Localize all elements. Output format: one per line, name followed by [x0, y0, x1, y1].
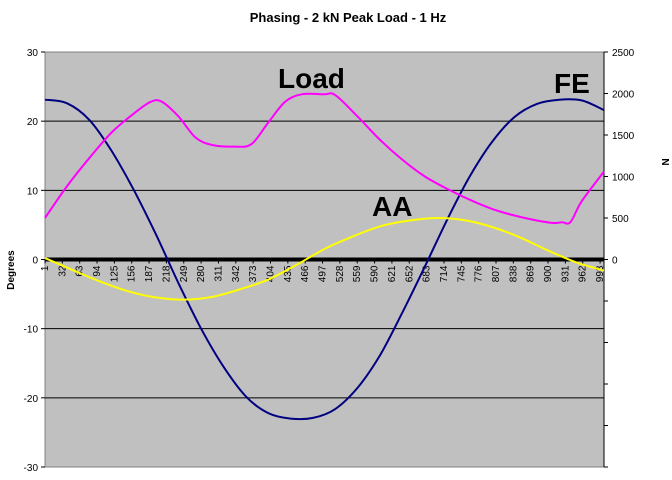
x-tick-label: 435 — [283, 265, 294, 282]
y-tick-label: 0 — [32, 256, 38, 267]
y2-tick-label: 1000 — [612, 173, 635, 184]
annotation-fe: FE — [554, 68, 590, 99]
x-tick-label: 94 — [92, 265, 103, 277]
annotation-aa: AA — [372, 191, 412, 222]
x-tick-label: 187 — [144, 265, 155, 282]
x-tick-label: 156 — [127, 265, 138, 282]
x-tick-label: 714 — [439, 265, 450, 282]
x-tick-label: 621 — [387, 265, 398, 282]
x-tick-label: 993 — [595, 265, 606, 282]
x-tick-label: 590 — [370, 265, 381, 282]
x-tick-label: 249 — [179, 265, 190, 282]
y-tick-label: -10 — [24, 325, 39, 336]
x-tick-label: 63 — [75, 265, 86, 277]
series-line-fe — [44, 98, 605, 421]
x-axis-ticks: 1 32 63 94 125 156 187 218 249 280 311 342 373 404 435… — [40, 259, 606, 282]
x-tick-label: 466 — [300, 265, 311, 282]
x-tick-label: 497 — [318, 265, 329, 282]
series-line-load — [44, 92, 605, 225]
x-tick-label: 373 — [248, 265, 259, 282]
x-tick-label: 218 — [161, 265, 172, 282]
x-tick-label: 900 — [543, 265, 554, 282]
x-tick-label: 342 — [231, 265, 242, 282]
y-axis-title: Degrees — [6, 250, 17, 290]
y-axis-ticks: 30 20 10 0 -10 -20 -30 — [24, 48, 45, 474]
y2-axis-ticks: 2500 2000 1500 1000 500 0 — [603, 48, 635, 468]
y2-tick-label: 1500 — [612, 131, 635, 142]
x-tick-label: 776 — [474, 265, 485, 282]
x-tick-label: 838 — [508, 265, 519, 282]
x-tick-label: 559 — [352, 265, 363, 282]
x-tick-label: 280 — [196, 265, 207, 282]
y2-tick-label: 0 — [612, 256, 618, 267]
x-tick-label: 869 — [526, 265, 537, 282]
y-tick-label: -20 — [24, 394, 39, 405]
x-tick-label: 683 — [422, 265, 433, 282]
x-tick-label: 652 — [404, 265, 415, 282]
x-tick-label: 962 — [578, 265, 589, 282]
x-tick-label: 931 — [560, 265, 571, 282]
x-tick-label: 125 — [109, 265, 120, 282]
series-line-aa — [44, 216, 605, 301]
y2-axis-title: N — [659, 158, 670, 165]
series-lines — [44, 92, 605, 421]
annotation-load: Load — [278, 63, 345, 94]
y-tick-label: 20 — [27, 117, 39, 128]
x-tick-label: 1 — [40, 265, 51, 271]
x-tick-label: 807 — [491, 265, 502, 282]
y2-tick-label: 2500 — [612, 48, 635, 59]
y2-tick-label: 500 — [612, 214, 629, 225]
y2-tick-label: 2000 — [612, 90, 635, 101]
x-tick-label: 528 — [335, 265, 346, 282]
x-tick-label: 404 — [266, 265, 277, 282]
y-tick-label: -30 — [24, 463, 39, 474]
x-tick-label: 745 — [456, 265, 467, 282]
y-tick-label: 10 — [27, 186, 39, 197]
x-tick-label: 311 — [213, 265, 224, 281]
x-tick-label: 32 — [57, 265, 68, 277]
y-tick-label: 30 — [27, 48, 39, 59]
chart-title: Phasing - 2 kN Peak Load - 1 Hz — [250, 10, 447, 25]
